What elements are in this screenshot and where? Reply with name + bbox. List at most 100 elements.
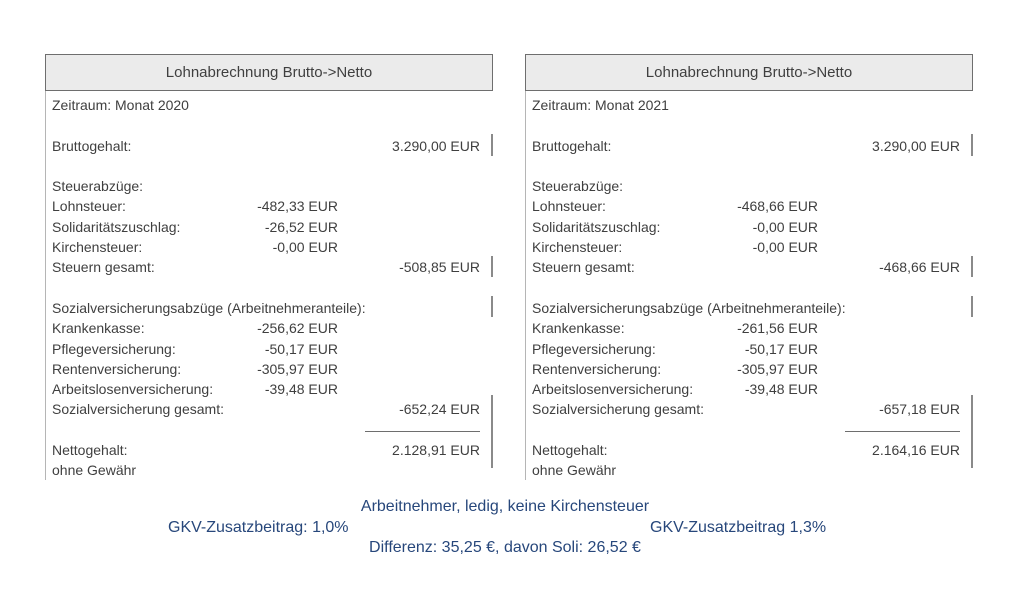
cell-border-tick	[971, 134, 973, 156]
cell-border-tick	[971, 296, 973, 317]
row-pflegeversicherung: Pflegeversicherung: -50,17 EUR	[525, 339, 973, 359]
row-spacer	[45, 156, 493, 176]
row-label: Sozialversicherungsabzüge (Arbeitnehmera…	[532, 299, 846, 316]
panel-body: Zeitraum: Monat 2021 Bruttogehalt: 3.290,…	[525, 91, 973, 481]
row-amount-mid: -0,00 EUR	[272, 239, 338, 256]
row-label: Solidaritätszuschlag:	[52, 218, 181, 235]
row-label: Steuerabzüge:	[52, 178, 144, 195]
total-sum-rule	[845, 431, 960, 432]
row-amount-mid: -305,97 EUR	[737, 360, 818, 377]
row-solidaritaetszuschlag: Solidaritätszuschlag: -26,52 EUR	[45, 217, 493, 237]
row-bruttogehalt: Bruttogehalt: 3.290,00 EUR	[45, 136, 493, 156]
cell-border-tick	[491, 256, 493, 277]
row-label: ohne Gewähr	[532, 462, 617, 479]
row-label: Bruttogehalt:	[52, 137, 132, 154]
row-nettogehalt: Nettogehalt: 2.164,16 EUR	[525, 440, 973, 460]
cell-border-tick	[971, 395, 973, 468]
row-label: Steuerabzüge:	[532, 178, 624, 195]
row-steuern-gesamt: Steuern gesamt: -508,85 EUR	[45, 257, 493, 277]
row-kirchensteuer: Kirchensteuer: -0,00 EUR	[525, 237, 973, 257]
payslip-panel-2021: Lohnabrechnung Brutto->Netto Zeitraum: M…	[525, 54, 973, 484]
row-label: Nettogehalt:	[532, 442, 608, 459]
row-label: Pflegeversicherung:	[52, 340, 176, 357]
row-steuerabzuege-header: Steuerabzüge:	[525, 176, 973, 196]
row-krankenkasse: Krankenkasse: -261,56 EUR	[525, 318, 973, 338]
row-arbeitslosenversicherung: Arbeitslosenversicherung: -39,48 EUR	[45, 379, 493, 399]
row-amount-mid: -39,48 EUR	[744, 381, 818, 398]
row-amount-mid: -482,33 EUR	[257, 198, 338, 215]
row-rentenversicherung: Rentenversicherung: -305,97 EUR	[525, 359, 973, 379]
row-label: Rentenversicherung:	[532, 360, 662, 377]
row-label: Steuern gesamt:	[52, 259, 155, 276]
row-amount-total: -657,18 EUR	[879, 401, 960, 418]
row-amount-total: 3.290,00 EUR	[872, 137, 960, 154]
panel-body: Zeitraum: Monat 2020 Bruttogehalt: 3.290,…	[45, 91, 493, 481]
cell-border-tick	[491, 134, 493, 156]
row-label: Sozialversicherungsabzüge (Arbeitnehmera…	[52, 299, 366, 316]
row-sozialversicherung-gesamt: Sozialversicherung gesamt: -657,18 EUR	[525, 399, 973, 419]
row-amount-mid: -26,52 EUR	[264, 218, 338, 235]
row-amount-mid: -468,66 EUR	[737, 198, 818, 215]
footer-gkv-2021: GKV-Zusatzbeitrag 1,3%	[650, 519, 827, 536]
row-spacer	[45, 115, 493, 135]
row-steuerabzuege-header: Steuerabzüge:	[45, 176, 493, 196]
row-nettogehalt: Nettogehalt: 2.128,91 EUR	[45, 440, 493, 460]
row-sozialversicherungsabzuege-header: Sozialversicherungsabzüge (Arbeitnehmera…	[525, 298, 973, 318]
row-kirchensteuer: Kirchensteuer: -0,00 EUR	[45, 237, 493, 257]
row-label: Krankenkasse:	[532, 320, 625, 337]
row-spacer	[525, 156, 973, 176]
row-label: Lohnsteuer:	[532, 198, 606, 215]
row-amount-mid: -0,00 EUR	[752, 218, 818, 235]
footer-difference: Differenz: 35,25 €, davon Soli: 26,52 €	[369, 539, 641, 556]
footer-note-employee: Arbeitnehmer, ledig, keine Kirchensteuer	[360, 498, 650, 515]
payslip-panel-2020: Lohnabrechnung Brutto->Netto Zeitraum: M…	[45, 54, 493, 484]
row-label: Lohnsteuer:	[52, 198, 126, 215]
row-rentenversicherung: Rentenversicherung: -305,97 EUR	[45, 359, 493, 379]
row-bruttogehalt: Bruttogehalt: 3.290,00 EUR	[525, 136, 973, 156]
row-amount-mid: -256,62 EUR	[257, 320, 338, 337]
panel-left-border	[525, 91, 526, 480]
row-spacer	[525, 278, 973, 298]
footer-gkv-2020: GKV-Zusatzbeitrag: 1,0%	[168, 519, 349, 536]
total-sum-rule	[365, 431, 480, 432]
cell-border-tick	[491, 395, 493, 468]
row-amount-total: -468,66 EUR	[879, 259, 960, 276]
row-amount-mid: -305,97 EUR	[257, 360, 338, 377]
row-lohnsteuer: Lohnsteuer: -482,33 EUR	[45, 196, 493, 216]
row-steuern-gesamt: Steuern gesamt: -468,66 EUR	[525, 257, 973, 277]
row-zeitraum: Zeitraum: Monat 2021	[525, 95, 973, 115]
row-sozialversicherung-gesamt: Sozialversicherung gesamt: -652,24 EUR	[45, 399, 493, 419]
row-label: Bruttogehalt:	[532, 137, 612, 154]
row-amount-mid: -50,17 EUR	[744, 340, 818, 357]
row-arbeitslosenversicherung: Arbeitslosenversicherung: -39,48 EUR	[525, 379, 973, 399]
row-label: ohne Gewähr	[52, 462, 137, 479]
row-amount-mid: -0,00 EUR	[752, 239, 818, 256]
row-ohne-gewaehr: ohne Gewähr	[45, 460, 493, 480]
row-label: Rentenversicherung:	[52, 360, 182, 377]
panel-title: Lohnabrechnung Brutto->Netto	[165, 64, 373, 81]
row-amount-total: 2.128,91 EUR	[392, 442, 480, 459]
cell-border-tick	[971, 256, 973, 277]
row-amount-total: -508,85 EUR	[399, 259, 480, 276]
row-label: Zeitraum: Monat 2020	[52, 97, 189, 113]
row-amount-mid: -39,48 EUR	[264, 381, 338, 398]
row-label: Krankenkasse:	[52, 320, 145, 337]
row-amount-mid: -261,56 EUR	[737, 320, 818, 337]
row-amount-total: 2.164,16 EUR	[872, 442, 960, 459]
row-solidaritaetszuschlag: Solidaritätszuschlag: -0,00 EUR	[525, 217, 973, 237]
row-spacer	[525, 115, 973, 135]
row-label: Kirchensteuer:	[532, 239, 623, 256]
row-krankenkasse: Krankenkasse: -256,62 EUR	[45, 318, 493, 338]
row-spacer	[45, 420, 493, 440]
row-label: Kirchensteuer:	[52, 239, 143, 256]
panel-header: Lohnabrechnung Brutto->Netto	[45, 54, 493, 91]
row-ohne-gewaehr: ohne Gewähr	[525, 460, 973, 480]
row-spacer	[525, 420, 973, 440]
row-label: Pflegeversicherung:	[532, 340, 656, 357]
row-spacer	[45, 278, 493, 298]
row-pflegeversicherung: Pflegeversicherung: -50,17 EUR	[45, 339, 493, 359]
cell-border-tick	[491, 296, 493, 317]
panel-title: Lohnabrechnung Brutto->Netto	[645, 64, 853, 81]
row-label: Solidaritätszuschlag:	[532, 218, 661, 235]
